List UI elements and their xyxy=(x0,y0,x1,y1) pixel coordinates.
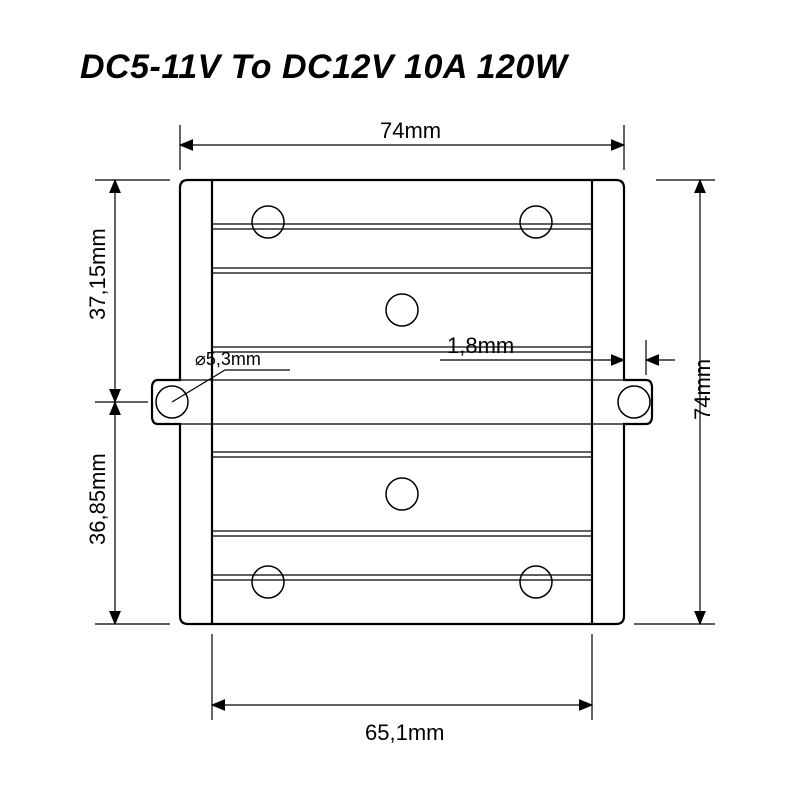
hole-tl xyxy=(252,206,284,238)
hole-mt xyxy=(386,294,418,326)
hole-br xyxy=(520,566,552,598)
hole-mb xyxy=(386,478,418,510)
dim-left-upper: 37,15mm xyxy=(85,180,170,402)
fin-ribs xyxy=(180,224,624,580)
dim-top-width: 74mm xyxy=(180,118,624,170)
hole-bl xyxy=(252,566,284,598)
dim-hole-diameter: ⌀5,3mm xyxy=(172,349,290,402)
dim-left-lower-label: 36,85mm xyxy=(85,453,110,545)
dim-tab-gap: 1,8mm xyxy=(440,333,675,375)
dim-left-upper-label: 37,15mm xyxy=(85,228,110,320)
dim-top-width-label: 74mm xyxy=(380,118,441,143)
heatsink-outline xyxy=(152,180,652,624)
hole-right-tab xyxy=(618,386,650,418)
hole-tr xyxy=(520,206,552,238)
dim-hole-label: ⌀5,3mm xyxy=(195,349,261,369)
technical-drawing: 74mm 65,1mm 74mm 37,15mm 36,85mm 1,8mm xyxy=(0,0,800,800)
dim-bottom-width-label: 65,1mm xyxy=(365,720,444,745)
dim-right-height-label: 74mm xyxy=(690,359,715,420)
holes xyxy=(156,206,650,598)
dim-tab-gap-label: 1,8mm xyxy=(447,333,514,358)
dim-bottom-width: 65,1mm xyxy=(212,634,592,745)
dim-right-height: 74mm xyxy=(634,180,715,624)
dim-left-lower: 36,85mm xyxy=(85,402,170,624)
